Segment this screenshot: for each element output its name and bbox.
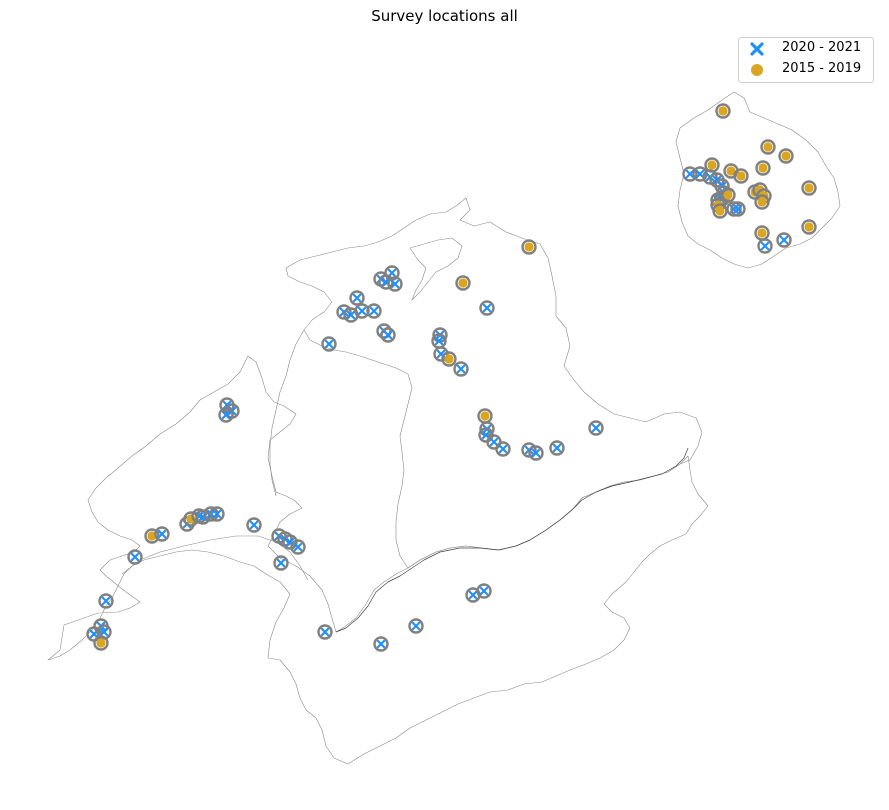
survey-point-2015-2019 (778, 148, 794, 164)
survey-point-2015-2019 (754, 194, 770, 210)
region-lake-shore (121, 535, 309, 581)
survey-point-2020-2021 (209, 506, 225, 522)
survey-point-2020-2021 (290, 539, 306, 555)
survey-point-2020-2021 (373, 636, 389, 652)
region-lake-outline (409, 237, 463, 301)
survey-point-2015-2019 (733, 168, 749, 184)
survey-point-2020-2021 (317, 624, 333, 640)
region-jura-outline (269, 329, 305, 497)
survey-point-2015-2019 (801, 180, 817, 196)
survey-point-2020-2021 (453, 361, 469, 377)
region-north-outline (285, 197, 703, 569)
survey-point-2015-2019 (441, 351, 457, 367)
survey-point-2020-2021 (273, 555, 289, 571)
legend-label: 2020 - 2021 (782, 40, 862, 55)
survey-point-2015-2019 (455, 275, 471, 291)
survey-point-2020-2021 (588, 420, 604, 436)
survey-point-2015-2019 (801, 219, 817, 235)
survey-point-2020-2021 (476, 583, 492, 599)
survey-point-2020-2021 (528, 445, 544, 461)
survey-point-2020-2021 (479, 300, 495, 316)
survey-point-2020-2021 (127, 549, 143, 565)
survey-point-2015-2019 (93, 635, 109, 651)
survey-point-2015-2019 (720, 187, 736, 203)
survey-point-2020-2021 (366, 303, 382, 319)
survey-point-2015-2019 (760, 139, 776, 155)
survey-point-2015-2019 (704, 157, 720, 173)
survey-point-2020-2021 (349, 290, 365, 306)
x-marker-icon (750, 42, 764, 56)
survey-point-2015-2019 (755, 160, 771, 176)
survey-point-2020-2021 (486, 434, 502, 450)
region-borders (47, 91, 841, 765)
survey-point-2020-2021 (380, 327, 396, 343)
legend-label: 2015 - 2019 (782, 61, 862, 76)
survey-point-2020-2021 (757, 238, 773, 254)
survey-point-2015-2019 (521, 239, 537, 255)
circle-marker-icon (751, 64, 763, 76)
survey-point-2020-2021 (776, 232, 792, 248)
legend-item-2020-2021: 2020 - 2021 (739, 39, 873, 59)
survey-point-2020-2021 (321, 336, 337, 352)
region-northeast-outline (675, 91, 841, 269)
survey-point-2020-2021 (730, 201, 746, 217)
survey-point-2015-2019 (477, 408, 493, 424)
survey-point-2020-2021 (682, 166, 698, 182)
survey-markers (86, 103, 817, 652)
survey-point-2015-2019 (712, 203, 728, 219)
survey-point-2020-2021 (387, 276, 403, 292)
region-west-outline (47, 355, 709, 765)
legend-item-2015-2019: 2015 - 2019 (739, 60, 873, 80)
survey-point-2020-2021 (154, 526, 170, 542)
region-inner-boundary (335, 447, 689, 633)
survey-point-2015-2019 (715, 103, 731, 119)
legend: 2020 - 2021 2015 - 2019 (738, 37, 874, 83)
survey-point-2015-2019 (754, 225, 770, 241)
survey-point-2020-2021 (98, 593, 114, 609)
survey-point-2020-2021 (218, 407, 234, 423)
survey-point-2020-2021 (495, 441, 511, 457)
survey-point-2020-2021 (549, 440, 565, 456)
map-title: Survey locations all (371, 7, 518, 25)
survey-point-2020-2021 (408, 618, 424, 634)
survey-point-2020-2021 (246, 517, 262, 533)
